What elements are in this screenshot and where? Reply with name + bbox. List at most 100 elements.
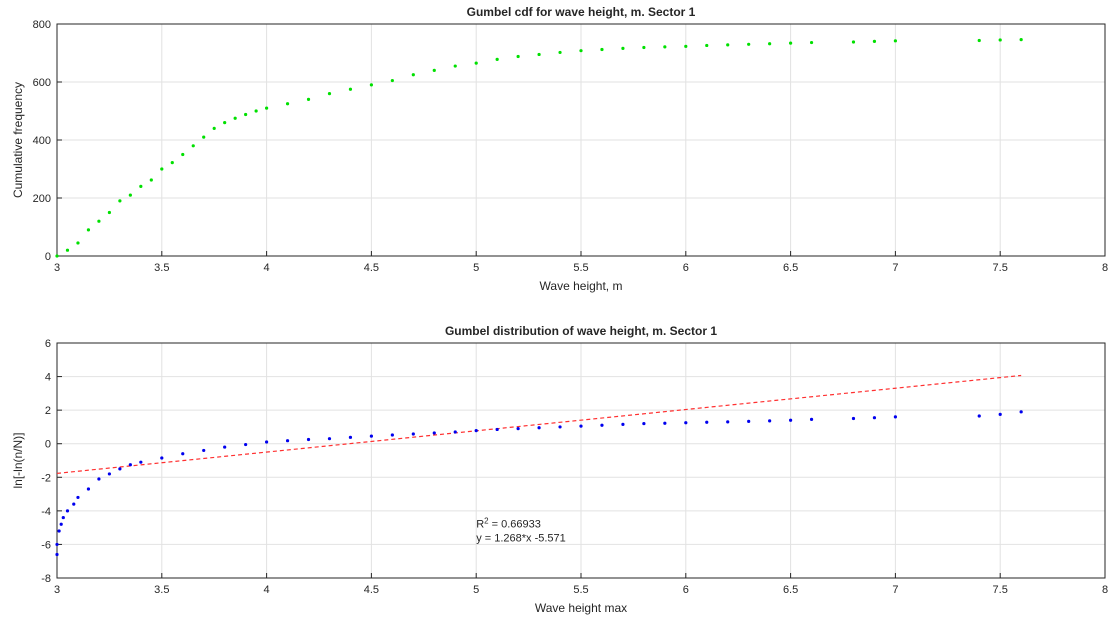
chart-0-data-point — [285, 102, 290, 106]
chart-1-data-point — [369, 434, 373, 438]
chart-0-data-point — [851, 40, 856, 44]
chart-0-data-point — [139, 184, 143, 188]
chart-0-data-point — [726, 43, 730, 47]
chart-1-data-point — [558, 425, 562, 429]
chart-1-data-point — [107, 472, 111, 476]
chart-1-data-point — [872, 416, 877, 420]
chart-0-y-tick-label: 400 — [33, 135, 51, 147]
chart-0-data-point — [747, 42, 751, 46]
chart-0-data-point — [86, 228, 91, 232]
chart-1-data-point — [139, 460, 143, 464]
chart-0-data-point — [453, 64, 457, 68]
chart-0-data-point — [1019, 38, 1023, 42]
chart-0-x-tick-label: 4 — [264, 262, 270, 274]
chart-1-x-tick-label: 3.5 — [154, 584, 169, 596]
chart-0-data-point — [432, 68, 436, 72]
chart-1-data-point — [72, 502, 76, 506]
chart-0-x-tick-label: 4.5 — [364, 262, 379, 274]
chart-1-x-tick-label: 4.5 — [364, 584, 379, 596]
gumbel-chart: 3 3.5 4 4.5 5 5.5 6 6.5 7 7.5 8 -8 -6 -4 -2 0 2 4 6 Gumbel … — [11, 324, 1108, 615]
chart-1-data-point — [663, 421, 667, 425]
chart-1-data-point — [998, 412, 1002, 416]
chart-0-data-point — [65, 248, 70, 252]
chart-0-data-point — [809, 40, 814, 45]
chart-1-r2-value: = 0.66933 — [489, 519, 541, 531]
chart-1-data-point — [57, 529, 61, 533]
chart-1-y-tick-label: 6 — [45, 338, 51, 350]
chart-0-x-tick-label: 6 — [683, 262, 689, 274]
chart-0-data-point — [128, 193, 132, 197]
chart-1-data-point — [59, 522, 63, 526]
chart-0-x-tick-label: 6.5 — [783, 262, 798, 274]
chart-0-data-point — [998, 38, 1002, 42]
chart-0-data-point — [789, 41, 793, 45]
chart-1-data-point — [181, 452, 185, 456]
chart-1-fit-line — [56, 374, 1022, 474]
chart-1-data-point — [55, 542, 59, 547]
chart-1-data-point — [306, 437, 311, 442]
chart-0-data-point — [265, 106, 269, 110]
chart-0-data-point — [244, 112, 248, 117]
chart-1-data-point — [65, 509, 70, 513]
chart-0-title: Gumbel cdf for wave height, m. Sector 1 — [467, 5, 696, 19]
chart-0-data-point — [254, 109, 258, 113]
chart-1-y-tick-label: -4 — [41, 506, 51, 518]
chart-0-y-tick-label: 0 — [45, 251, 51, 263]
chart-0-x-tick-label: 7.5 — [993, 262, 1008, 274]
chart-0-data-point — [872, 39, 877, 44]
chart-0-data-point — [76, 241, 80, 245]
chart-1-data-point — [223, 445, 227, 449]
chart-0-data-point — [191, 144, 195, 148]
chart-0-data-point — [621, 46, 625, 50]
chart-0-data-point — [212, 126, 216, 130]
chart-0-data-point — [537, 52, 541, 57]
chart-1-data-point — [474, 429, 478, 433]
chart-1-equation-annotation: y = 1.268*x -5.571 — [476, 533, 566, 545]
chart-1-data-point — [348, 435, 353, 439]
chart-0-y-axis-label: Cumulative frequency — [11, 82, 25, 198]
chart-0-data-point — [411, 73, 415, 77]
chart-1-data-point — [789, 418, 793, 422]
chart-1-data-point — [453, 430, 457, 434]
chart-1-data-point — [977, 414, 981, 418]
chart-1-x-axis-label: Wave height max — [535, 601, 627, 615]
chart-1-data-point — [684, 421, 688, 425]
chart-1-data-point — [327, 437, 332, 441]
chart-1-data-point — [516, 427, 520, 431]
chart-1-x-tick-label: 5 — [473, 584, 479, 596]
chart-0-axes-frame — [56, 23, 1106, 257]
chart-0-x-tick-label: 5.5 — [573, 262, 588, 274]
chart-1-data-point — [390, 433, 394, 437]
chart-0-data-point — [160, 167, 164, 171]
chart-0-data-point — [233, 116, 237, 120]
chart-1-data-point — [851, 416, 856, 421]
chart-1-data-point — [1019, 410, 1023, 414]
chart-0-x-tick-label: 7 — [892, 262, 898, 274]
chart-1-x-tick-label: 8 — [1102, 584, 1108, 596]
chart-0-data-point — [327, 92, 332, 96]
chart-1-data-point — [432, 431, 436, 435]
chart-1-x-tick-label: 6.5 — [783, 584, 798, 596]
chart-1-y-tick-label: -2 — [41, 472, 51, 484]
chart-0-data-point — [223, 121, 227, 125]
chart-1-data-point — [537, 426, 541, 430]
chart-1-y-axis-label: ln[-ln(n/N)] — [11, 432, 25, 488]
chart-0-x-tick-label: 3.5 — [154, 262, 169, 274]
chart-1-data-point — [244, 442, 248, 447]
chart-0-data-point — [202, 135, 206, 139]
chart-0-data-point — [474, 61, 478, 65]
chart-0-y-tick-label: 200 — [33, 193, 51, 205]
chart-1-data-point — [621, 422, 625, 427]
chart-1-data-point — [705, 420, 709, 424]
chart-1-y-tick-label: 2 — [45, 405, 51, 417]
cdf-chart: 3 3.5 4 4.5 5 5.5 6 6.5 7 7.5 8 0 200 400 600 800 Gumbel… — [11, 5, 1108, 293]
chart-0-data-point — [149, 178, 153, 182]
chart-0-data-point — [369, 83, 373, 87]
chart-1-data-point — [809, 417, 814, 421]
chart-1-data-point — [128, 463, 132, 467]
chart-0-data-point — [579, 49, 583, 53]
chart-1-x-tick-label: 3 — [54, 584, 60, 596]
chart-1-data-point — [202, 448, 206, 453]
chart-0-data-point — [118, 199, 122, 203]
chart-1-x-tick-label: 5.5 — [573, 584, 588, 596]
